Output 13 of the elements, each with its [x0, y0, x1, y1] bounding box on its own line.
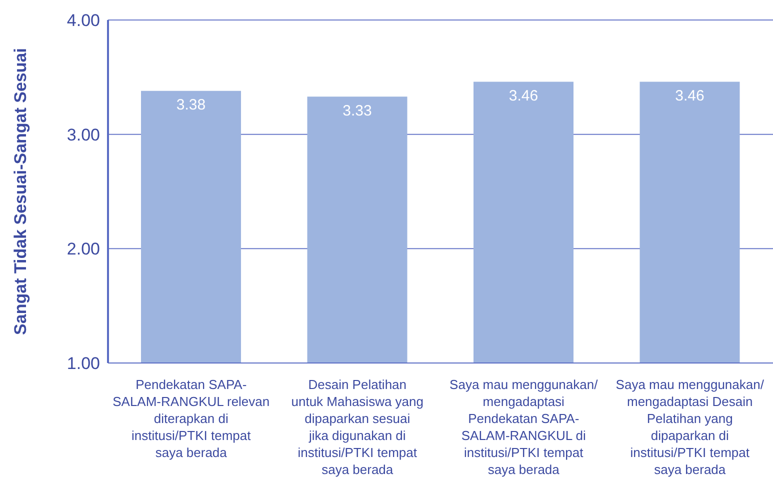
- y-axis-title: Sangat Tidak Sesuai-Sangat Sesuai: [11, 48, 30, 335]
- x-tick-label: Desain Pelatihan untuk Mahasiswa yang dipaparkan sesuai jika digunakan di institusi/PTKI tempat saya berada: [291, 377, 424, 477]
- data-label: 3.33: [342, 102, 372, 120]
- data-label: 3.38: [176, 96, 206, 114]
- x-tick-label: Saya mau menggunakan/ mengadaptasi Desain Pelatihan yang dipaparkan di institusi/PTKI tempat saya berada: [616, 377, 764, 477]
- x-tick-label: Pendekatan SAPA-SALAM-RANGKUL relevan diterapkan di institusi/PTKI tempat saya berada: [112, 377, 270, 460]
- y-tick-label: 2.00: [66, 240, 100, 259]
- data-label: 3.46: [508, 87, 538, 104]
- y-tick-label: 4.00: [66, 11, 100, 30]
- y-tick-label: 3.00: [66, 125, 100, 144]
- x-tick-label: Saya mau menggunakan/ mengadaptasi Pendekatan SAPA-SALAM-RANGKUL di institusi/PTKI tempat saya berada: [450, 377, 598, 477]
- data-label: 3.46: [675, 87, 704, 104]
- y-tick-label: 1.00: [66, 354, 100, 374]
